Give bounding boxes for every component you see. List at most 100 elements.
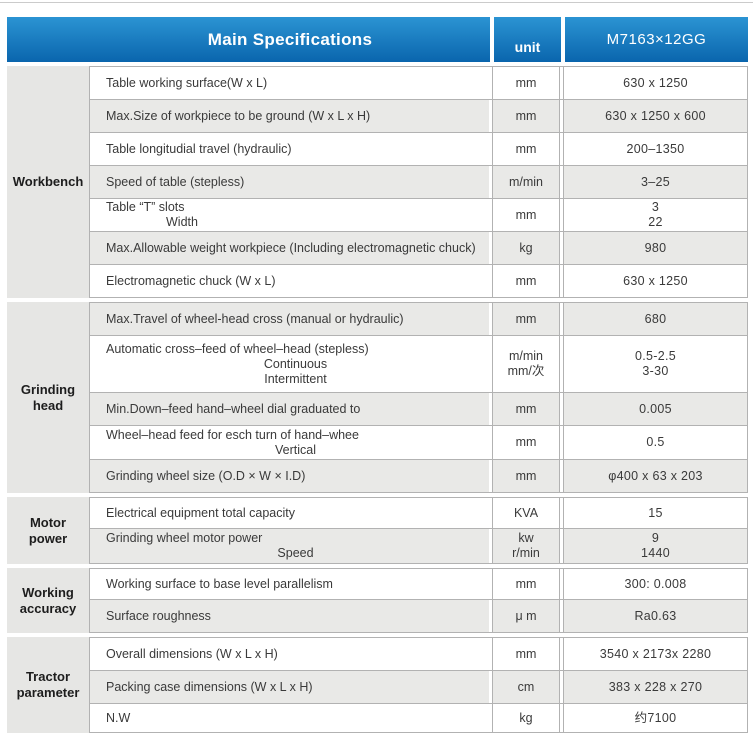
spec-cell: Table longitudial travel (hydraulic) xyxy=(89,133,489,165)
value-cell: 0.5-2.5 3-30 xyxy=(563,336,748,392)
category-label: Motor xyxy=(29,514,67,530)
unit-text: μ m xyxy=(515,608,537,623)
table-row: Grinding wheel motor power Speed kw r/min 9 1… xyxy=(89,529,748,564)
value-text: 0.5-2.5 xyxy=(634,349,677,363)
spec-text: Electromagnetic chuck (W x L) xyxy=(106,273,276,288)
column-gap xyxy=(560,460,563,492)
table-row: N.W kg 约7100 xyxy=(89,704,748,733)
value-cell: 0.005 xyxy=(563,393,748,425)
table-row: Working surface to base level parallelis… xyxy=(89,569,748,600)
table-row: Grinding wheel size (O.D × W × I.D) mm φ40… xyxy=(89,460,748,493)
value-cell: 630 x 1250 xyxy=(563,265,748,297)
value-text: 22 xyxy=(648,215,663,229)
spec-text: Max.Size of workpiece to be ground (W x … xyxy=(106,108,371,123)
table-row: Table longitudial travel (hydraulic) mm 20… xyxy=(89,133,748,166)
column-gap xyxy=(489,393,492,425)
unit-text: KVA xyxy=(513,505,539,520)
value-text: 3-30 xyxy=(642,364,669,378)
spec-text: Overall dimensions (W x L x H) xyxy=(106,646,278,661)
column-gap xyxy=(489,638,492,670)
value-cell: 200–1350 xyxy=(563,133,748,165)
value-cell: 300: 0.008 xyxy=(563,569,748,599)
unit-text: kg xyxy=(519,240,533,255)
spec-cell: Min.Down–feed hand–wheel dial graduated … xyxy=(89,393,489,425)
value-text: 630 x 1250 xyxy=(623,273,688,288)
value-text: Ra0.63 xyxy=(634,608,677,623)
value-cell: 980 xyxy=(563,232,748,264)
spec-text: N.W xyxy=(106,710,131,725)
main-specifications-header: Main Specifications xyxy=(7,17,490,62)
category-label: Tractor xyxy=(25,669,71,684)
spec-cell: Wheel–head feed for esch turn of hand–wh… xyxy=(89,426,489,459)
spec-text: Electrical equipment total capacity xyxy=(106,505,295,520)
table-body: Workbench Table working surface(W x L) mm 6… xyxy=(7,66,748,733)
spec-text: Table longitudial travel (hydraulic) xyxy=(106,141,292,156)
specifications-table: Main Specifications unit M7163×12GG Work… xyxy=(7,17,748,733)
value-text: 3540 x 2173x 2280 xyxy=(599,646,712,661)
value-cell: 3 22 xyxy=(563,199,748,231)
column-gap xyxy=(489,600,492,632)
category-label: head xyxy=(32,397,64,413)
unit-cell: mm xyxy=(492,303,560,335)
table-row: Electromagnetic chuck (W x L) mm 630 x 125… xyxy=(89,265,748,298)
spec-text: Packing case dimensions (W x L x H) xyxy=(106,679,313,694)
unit-cell: kg xyxy=(492,704,560,732)
spec-cell: Packing case dimensions (W x L x H) xyxy=(89,671,489,703)
column-gap xyxy=(560,100,563,132)
category-label: parameter xyxy=(16,685,80,700)
unit-text: r/min xyxy=(512,546,540,560)
unit-text: mm xyxy=(515,141,537,156)
spec-cell: Max.Allowable weight workpiece (Includin… xyxy=(89,232,489,264)
value-text: 15 xyxy=(648,505,663,520)
column-gap xyxy=(560,336,563,392)
unit-cell: mm xyxy=(492,393,560,425)
spec-cell: Grinding wheel motor power Speed xyxy=(89,529,489,563)
spec-text: Vertical xyxy=(275,442,316,457)
unit-cell: mm xyxy=(492,426,560,459)
spec-cell: Automatic cross–feed of wheel–head (step… xyxy=(89,336,489,392)
spec-text: Automatic cross–feed of wheel–head (step… xyxy=(106,341,369,356)
column-gap xyxy=(560,393,563,425)
unit-text: mm/次 xyxy=(507,364,545,378)
table-section: Motor power Electrical equipment total cap… xyxy=(7,497,748,564)
unit-text: m/min xyxy=(508,174,544,189)
unit-cell: mm xyxy=(492,569,560,599)
value-text: 3–25 xyxy=(640,174,670,189)
column-gap xyxy=(489,671,492,703)
section-rows: Working surface to base level parallelis… xyxy=(89,568,748,633)
spec-cell: Electromagnetic chuck (W x L) xyxy=(89,265,489,297)
unit-cell: mm xyxy=(492,638,560,670)
column-gap xyxy=(560,498,563,528)
table-title: Main Specifications xyxy=(207,29,373,49)
column-gap xyxy=(560,529,563,563)
spec-text: Grinding wheel motor power xyxy=(106,531,263,545)
unit-text: mm xyxy=(515,273,537,288)
spec-text: Width xyxy=(166,215,198,229)
column-gap xyxy=(489,232,492,264)
model-number-label: M7163×12GG xyxy=(606,31,707,48)
category-label: Grinding xyxy=(20,381,76,397)
value-text: 630 x 1250 xyxy=(623,75,688,90)
value-text: 9 xyxy=(651,531,660,545)
category-label: Working xyxy=(22,584,74,600)
column-gap xyxy=(489,100,492,132)
column-gap xyxy=(560,426,563,459)
column-gap xyxy=(560,166,563,198)
table-row: Table working surface(W x L) mm 630 x 1250 xyxy=(89,67,748,100)
column-gap xyxy=(489,704,492,732)
unit-cell: mm xyxy=(492,133,560,165)
category-cell: Grinding head xyxy=(7,302,89,493)
header-gap xyxy=(490,17,494,62)
unit-cell: μ m xyxy=(492,600,560,632)
spec-text: Speed of table (stepless) xyxy=(106,174,245,189)
column-gap xyxy=(489,303,492,335)
column-gap xyxy=(560,303,563,335)
table-row: Wheel–head feed for esch turn of hand–wh… xyxy=(89,426,748,460)
spec-text: Working surface to base level parallelis… xyxy=(106,576,333,591)
unit-text: mm xyxy=(515,75,537,90)
value-text: 约7100 xyxy=(634,710,677,725)
spec-text: Wheel–head feed for esch turn of hand–wh… xyxy=(106,427,359,442)
unit-text: mm xyxy=(515,311,537,326)
unit-column-header: unit xyxy=(494,17,561,62)
column-gap xyxy=(560,638,563,670)
